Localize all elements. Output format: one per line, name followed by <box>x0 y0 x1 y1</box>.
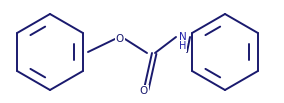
Text: O: O <box>140 86 148 96</box>
Text: N: N <box>179 32 187 42</box>
Text: H: H <box>179 41 187 51</box>
Text: O: O <box>116 34 124 44</box>
